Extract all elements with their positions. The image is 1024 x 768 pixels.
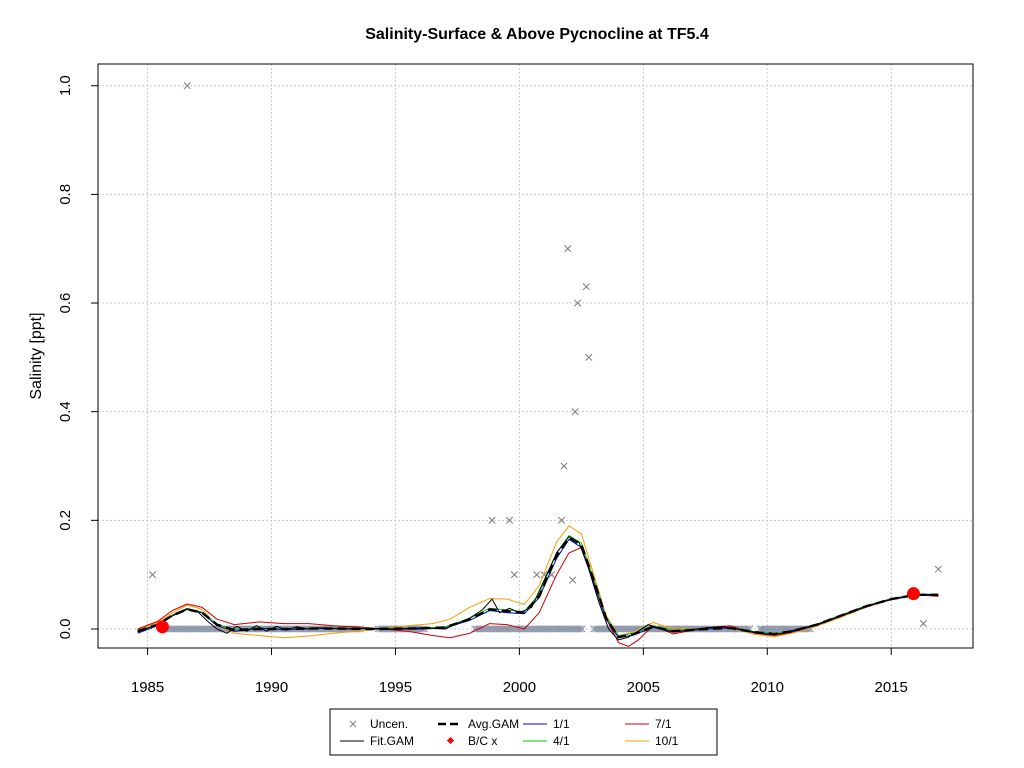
obs-point-zero [578, 625, 586, 633]
y-axis-label: Salinity [ppt] [28, 312, 45, 399]
obs-point [183, 82, 191, 90]
obs-point-zero [576, 625, 584, 633]
obs-point [533, 571, 541, 579]
bc-points [155, 587, 921, 634]
x-tick-label: 1995 [379, 679, 412, 696]
obs-point [148, 571, 157, 579]
x-tick-label: 1985 [131, 679, 164, 696]
obs-point [505, 516, 514, 524]
series-line-s7 [137, 547, 939, 647]
series-line-s10 [137, 525, 939, 639]
obs-point [488, 516, 496, 524]
x-tick-label: 2015 [875, 679, 908, 696]
obs-point [564, 245, 572, 253]
x-tick-label: 1990 [255, 679, 288, 696]
legend-item-fit: Fit.GAM [340, 734, 414, 748]
chart-title: Salinity-Surface & Above Pycnocline at T… [365, 26, 709, 43]
y-tick-label: 0.6 [57, 293, 74, 314]
x-tick-label: 2005 [627, 679, 660, 696]
obs-point [582, 283, 590, 291]
legend-item-s10: 10/1 [625, 734, 679, 748]
obs-point [557, 516, 566, 524]
series-lines [137, 525, 939, 647]
y-tick-label: 1.0 [57, 75, 74, 96]
legend-item-uncen: Uncen. [349, 717, 408, 731]
bc-point [155, 620, 169, 634]
series-line-s4 [137, 535, 939, 637]
obs-point [934, 565, 942, 573]
legend-label: 10/1 [655, 734, 679, 748]
obs-point [574, 299, 582, 307]
legend-item-bc: B/C x [446, 734, 497, 748]
legend-label: 1/1 [553, 717, 570, 731]
grid [98, 64, 973, 648]
legend: Uncen. Fit.GAM Avg.GAM B/C x 1/1 4/1 7/1 10/1 [329, 708, 718, 756]
legend-box [329, 708, 718, 756]
obs-point [569, 576, 577, 584]
series-line-s1 [137, 538, 939, 639]
legend-label: B/C x [468, 734, 497, 748]
obs-point [571, 408, 579, 416]
legend-item-s4: 4/1 [523, 734, 570, 748]
obs-point [919, 619, 927, 628]
y-tick-label: 0.2 [57, 510, 74, 531]
x-tick-label: 2000 [503, 679, 536, 696]
legend-item-avg: Avg.GAM [438, 717, 519, 731]
observations [148, 82, 942, 633]
legend-swatch [446, 736, 455, 745]
legend-label: 4/1 [553, 734, 570, 748]
axes: 1985 1990 1995 2000 2005 2010 2015 0.0 0.2 0.4 0.6… [57, 75, 908, 696]
obs-point [585, 353, 593, 361]
plot-frame [97, 63, 974, 649]
legend-label: 7/1 [655, 717, 672, 731]
series-line-fit [137, 536, 939, 641]
legend-item-s1: 1/1 [523, 717, 570, 731]
obs-point [510, 571, 518, 579]
y-tick-label: 0.4 [57, 401, 74, 422]
legend-label: Fit.GAM [370, 734, 414, 748]
legend-item-s7: 7/1 [625, 717, 672, 731]
x-tick-label: 2010 [751, 679, 784, 696]
y-tick-label: 0.8 [57, 184, 74, 205]
y-tick-label: 0.0 [57, 619, 74, 640]
obs-point [560, 462, 568, 470]
legend-label: Uncen. [370, 717, 408, 731]
legend-label: Avg.GAM [468, 717, 519, 731]
bc-point [907, 587, 921, 601]
